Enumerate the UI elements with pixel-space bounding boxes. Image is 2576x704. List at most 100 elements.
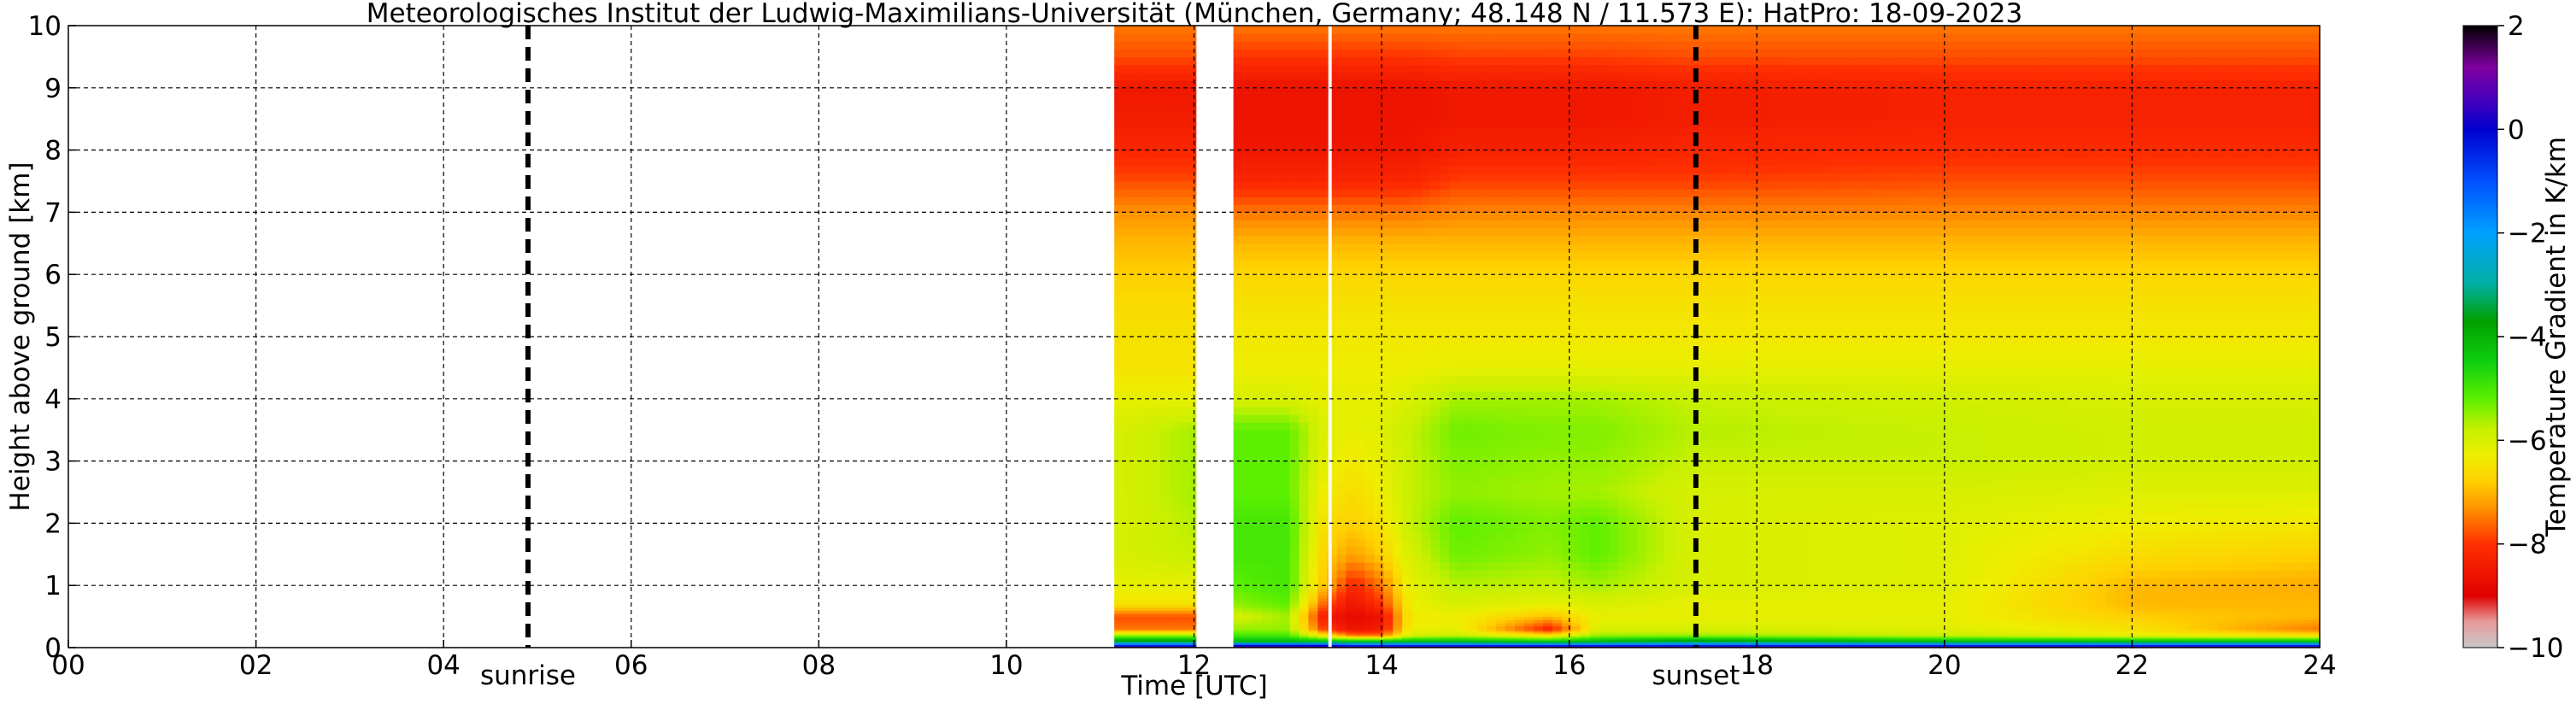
heatmap-cell <box>1599 337 1610 345</box>
heatmap-cell <box>1570 337 1581 345</box>
heatmap-cell <box>1242 641 1253 644</box>
heatmap-cell <box>1242 484 1253 493</box>
heatmap-cell <box>1468 297 1478 307</box>
heatmap-cell <box>1327 197 1337 205</box>
heatmap-cell <box>1449 644 1459 647</box>
heatmap-cell <box>1252 64 1263 73</box>
heatmap-cell <box>1289 468 1300 478</box>
heatmap-cell <box>1114 630 1124 633</box>
heatmap-cell <box>1364 134 1375 144</box>
heatmap-cell <box>1608 639 1619 642</box>
heatmap-cell <box>1289 610 1300 614</box>
heatmap-cell <box>1161 430 1171 438</box>
heatmap-cell <box>1580 49 1591 57</box>
heatmap-cell <box>1468 531 1478 540</box>
heatmap-cell <box>1242 119 1253 127</box>
heatmap-cell <box>1411 64 1422 73</box>
heatmap-cell <box>1468 644 1478 647</box>
heatmap-cell <box>1280 72 1291 81</box>
heatmap-cell <box>1449 267 1459 275</box>
heatmap-cell <box>1233 538 1244 548</box>
heatmap-cell <box>1552 635 1563 637</box>
heatmap-cell <box>1233 181 1244 190</box>
heatmap-cell <box>1289 157 1300 167</box>
heatmap-cell <box>1411 328 1422 337</box>
heatmap-cell <box>1270 588 1282 593</box>
heatmap-cell <box>1233 422 1244 431</box>
heatmap-cell <box>1346 181 1356 190</box>
heatmap-cell <box>1589 601 1600 605</box>
heatmap-cell <box>1608 267 1619 275</box>
heatmap-cell <box>1411 41 1422 50</box>
heatmap-cell <box>1289 630 1300 633</box>
heatmap-cell <box>1496 165 1506 174</box>
heatmap-cell <box>1523 639 1534 642</box>
heatmap-cell <box>1552 282 1563 290</box>
heatmap-cell <box>1142 126 1153 135</box>
heatmap-cell <box>1374 445 1384 455</box>
heatmap-cell <box>1280 157 1291 167</box>
heatmap-cell <box>1270 111 1282 120</box>
heatmap-cell <box>1440 274 1450 283</box>
heatmap-cell <box>1599 468 1610 478</box>
heatmap-cell <box>1364 337 1375 345</box>
heatmap-cell <box>1533 625 1544 630</box>
heatmap-cell <box>1252 95 1263 104</box>
heatmap-cell <box>1505 189 1516 197</box>
heatmap-cell <box>1430 72 1441 81</box>
heatmap-cell <box>1580 607 1591 611</box>
heatmap-cell <box>1336 484 1347 493</box>
heatmap-cell <box>1289 95 1300 104</box>
heatmap-cell <box>1133 119 1143 127</box>
heatmap-cell <box>1308 150 1319 159</box>
heatmap-cell <box>1449 607 1459 611</box>
heatmap-cell <box>1523 629 1534 631</box>
heatmap-cell <box>1496 79 1506 89</box>
heatmap-cell <box>1308 554 1319 563</box>
heatmap-cell <box>1449 157 1459 167</box>
heatmap-cell <box>1336 641 1347 644</box>
heatmap-cell <box>1608 430 1619 438</box>
heatmap-cell <box>1542 250 1553 260</box>
heatmap-cell <box>1299 445 1310 455</box>
heatmap-cell <box>1289 212 1300 221</box>
heatmap-cell <box>1252 103 1263 112</box>
heatmap-cell <box>1514 56 1525 66</box>
heatmap-cell <box>1355 591 1365 595</box>
heatmap-cell <box>1242 500 1253 508</box>
heatmap-cell <box>1114 375 1124 384</box>
heatmap-cell <box>1171 613 1181 618</box>
heatmap-cell <box>1505 637 1516 639</box>
heatmap-cell <box>1161 305 1171 314</box>
heatmap-cell <box>1124 610 1134 614</box>
heatmap-cell <box>1299 189 1310 197</box>
heatmap-cell <box>1289 500 1300 508</box>
heatmap-cell <box>1355 453 1365 462</box>
heatmap-cell <box>1552 554 1563 563</box>
heatmap-cell <box>1364 87 1375 97</box>
heatmap-cell <box>1468 111 1478 120</box>
heatmap-cell <box>1505 646 1516 648</box>
heatmap-cell <box>1114 274 1124 283</box>
heatmap-cell <box>1533 297 1544 307</box>
heatmap-cell <box>1552 639 1563 642</box>
heatmap-cell <box>1336 635 1347 637</box>
heatmap-cell <box>1487 274 1497 283</box>
heatmap-cell <box>1364 165 1375 174</box>
heatmap-cell <box>1589 360 1600 368</box>
heatmap-cell <box>1261 297 1272 307</box>
heatmap-cell <box>1114 546 1124 555</box>
heatmap-cell <box>1561 523 1572 532</box>
heatmap-cell <box>1533 646 1544 648</box>
heatmap-cell <box>1599 595 1610 599</box>
heatmap-cell <box>1477 631 1488 635</box>
heatmap-cell <box>1580 492 1591 501</box>
heatmap-cell <box>1114 644 1124 647</box>
heatmap-cell <box>1599 282 1610 290</box>
heatmap-cell <box>1449 352 1459 361</box>
heatmap-cell <box>1477 49 1488 57</box>
heatmap-cell <box>1289 523 1300 532</box>
heatmap-cell <box>1189 437 1197 446</box>
heatmap-cell <box>1552 181 1563 190</box>
heatmap-cell <box>1252 523 1263 532</box>
